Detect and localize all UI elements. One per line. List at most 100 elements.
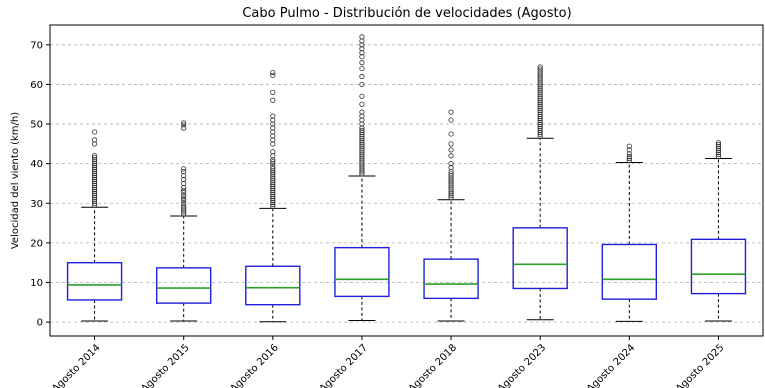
x-tick-label: Agosto 2025 [674, 342, 726, 388]
outlier-point [448, 153, 454, 159]
box-7 [601, 143, 658, 322]
outlier-point [537, 102, 543, 108]
box-2 [155, 120, 212, 322]
outlier-point [537, 100, 543, 106]
outlier-point [359, 145, 365, 151]
outlier-point [537, 125, 543, 132]
outlier-point [537, 96, 543, 102]
x-tick-label: Agosto 2018 [407, 342, 459, 388]
outlier-point [91, 186, 98, 193]
box-4 [334, 34, 390, 322]
outlier-point [91, 153, 98, 159]
outlier-point [359, 165, 365, 171]
outlier-point [270, 164, 276, 170]
outlier-point [270, 69, 276, 76]
outlier-point [181, 166, 187, 172]
outlier-point [270, 186, 276, 192]
outlier-point [359, 163, 365, 169]
outlier-point [270, 161, 276, 167]
outlier-point [359, 159, 365, 165]
outlier-point [537, 129, 543, 135]
outlier-point [91, 165, 98, 171]
axes-frame [49, 24, 764, 337]
outlier-point [359, 171, 365, 177]
outlier-point [537, 121, 543, 128]
outlier-point [715, 153, 722, 160]
outlier-point [359, 139, 365, 145]
outlier-point [537, 76, 543, 82]
outlier-point [91, 182, 98, 189]
outlier-point [270, 172, 276, 178]
outlier-point [91, 170, 98, 177]
outlier-point [537, 80, 543, 86]
y-tick-label: 20 [30, 238, 43, 249]
outlier-point [181, 122, 187, 128]
outlier-point [91, 180, 98, 187]
x-tick-label: Agosto 2024 [585, 342, 637, 388]
outlier-point [537, 78, 543, 84]
outlier-point [448, 183, 454, 189]
outlier-point [181, 207, 187, 213]
outlier-point [715, 146, 722, 152]
outlier-point [270, 117, 276, 123]
outlier-point [359, 149, 365, 155]
outlier-point [359, 151, 365, 157]
outlier-point [359, 73, 365, 80]
outlier-point [448, 131, 454, 137]
outlier-point [359, 121, 365, 127]
outlier-point [270, 193, 276, 200]
outlier-point [270, 199, 276, 206]
outlier-point [537, 70, 543, 76]
outlier-point [715, 142, 722, 148]
outlier-point [270, 89, 276, 95]
outlier-point [626, 147, 632, 153]
outlier-point [91, 161, 98, 167]
iqr-box [601, 243, 658, 300]
outlier-point [270, 176, 276, 182]
iqr-box [155, 267, 212, 304]
outlier-point [91, 174, 98, 181]
outlier-point [270, 141, 276, 147]
outlier-point [181, 200, 187, 206]
iqr-box [66, 262, 123, 301]
outlier-point [91, 200, 98, 206]
outlier-point [448, 175, 454, 181]
outlier-point [91, 163, 98, 169]
x-tick-label: Agosto 2014 [50, 342, 102, 388]
outlier-point [448, 109, 454, 115]
outlier-point [359, 50, 365, 56]
outlier-point [91, 190, 98, 196]
outlier-point [181, 203, 187, 209]
outlier-point [537, 105, 543, 112]
outlier-point [537, 111, 543, 118]
outlier-point [537, 74, 543, 80]
outlier-point [448, 168, 454, 175]
outlier-point [270, 182, 276, 188]
y-tick-label: 70 [30, 40, 43, 51]
outlier-point [270, 184, 276, 190]
box-1 [66, 129, 123, 322]
outlier-point [448, 185, 454, 191]
outlier-point [359, 169, 365, 175]
outlier-point [715, 149, 722, 156]
box-6 [512, 64, 568, 321]
outlier-point [537, 133, 543, 139]
outlier-point [359, 131, 365, 137]
outlier-point [715, 147, 722, 154]
outlier-point [181, 172, 187, 179]
outlier-point [270, 188, 276, 194]
outlier-point [537, 98, 543, 104]
outlier-point [359, 109, 365, 115]
outlier-point [359, 101, 365, 107]
outlier-point [626, 157, 632, 164]
outlier-point [270, 174, 276, 180]
outlier-point [448, 181, 454, 187]
outlier-point [537, 127, 543, 133]
outlier-point [537, 115, 543, 122]
outlier-point [91, 176, 98, 183]
outlier-point [448, 147, 454, 153]
outlier-point [626, 143, 632, 149]
iqr-box [334, 246, 390, 298]
